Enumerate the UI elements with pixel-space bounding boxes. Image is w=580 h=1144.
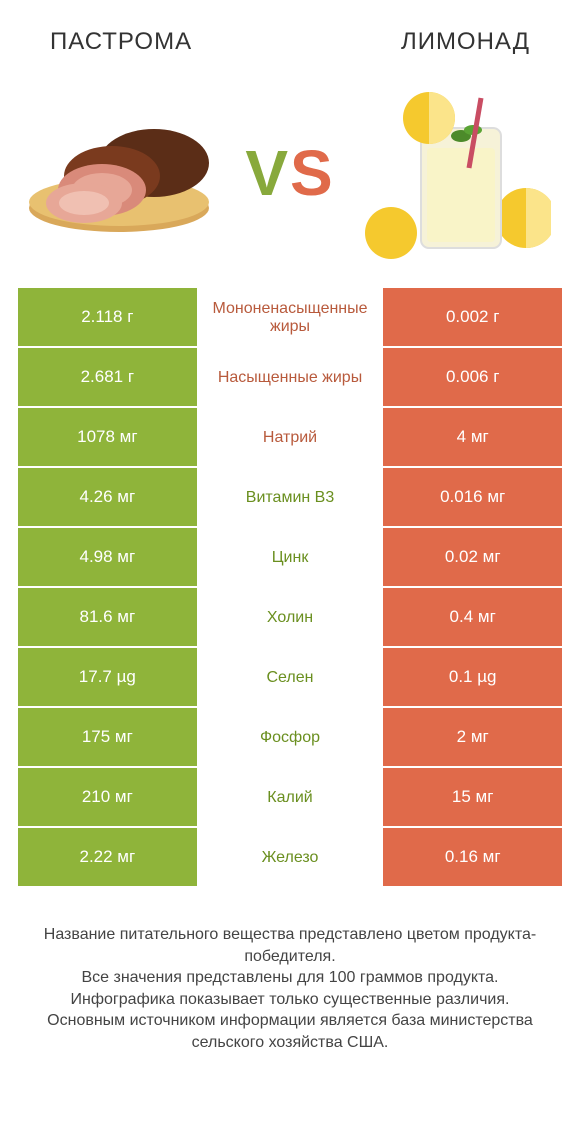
lemonade-icon (361, 78, 551, 268)
left-value-cell: 2.22 мг (18, 828, 197, 888)
left-product-image (24, 78, 224, 268)
right-value-cell: 0.006 г (383, 348, 562, 408)
table-row: 175 мгФосфор2 мг (18, 708, 562, 768)
right-value-cell: 0.1 µg (383, 648, 562, 708)
images-row: VS (0, 68, 580, 288)
right-value-cell: 4 мг (383, 408, 562, 468)
table-row: 4.26 мгВитамин B30.016 мг (18, 468, 562, 528)
table-row: 2.22 мгЖелезо0.16 мг (18, 828, 562, 888)
nutrient-label-cell: Фосфор (197, 708, 384, 768)
right-value-cell: 0.4 мг (383, 588, 562, 648)
header: ПАСТРОМА ЛИМОНАД (0, 0, 580, 68)
left-value-cell: 17.7 µg (18, 648, 197, 708)
right-value-cell: 2 мг (383, 708, 562, 768)
footer-line: Название питательного вещества представл… (28, 924, 552, 967)
nutrient-label-cell: Мононенасыщенные жиры (197, 288, 384, 348)
left-value-cell: 4.98 мг (18, 528, 197, 588)
nutrient-label-cell: Витамин B3 (197, 468, 384, 528)
nutrient-label-cell: Натрий (197, 408, 384, 468)
right-product-title: ЛИМОНАД (401, 28, 530, 56)
footer-notes: Название питательного вещества представл… (0, 888, 580, 1054)
table-row: 2.681 гНасыщенные жиры0.006 г (18, 348, 562, 408)
left-value-cell: 4.26 мг (18, 468, 197, 528)
footer-line: Инфографика показывает только существенн… (28, 989, 552, 1011)
table-row: 2.118 гМононенасыщенные жиры0.002 г (18, 288, 562, 348)
nutrient-label-cell: Холин (197, 588, 384, 648)
right-value-cell: 0.016 мг (383, 468, 562, 528)
right-product-image (356, 78, 556, 268)
right-value-cell: 0.16 мг (383, 828, 562, 888)
vs-s: S (290, 137, 335, 209)
table-row: 81.6 мгХолин0.4 мг (18, 588, 562, 648)
table-row: 4.98 мгЦинк0.02 мг (18, 528, 562, 588)
vs-v: V (245, 137, 290, 209)
pastrami-icon (24, 98, 224, 248)
nutrient-label-cell: Железо (197, 828, 384, 888)
table-row: 17.7 µgСелен0.1 µg (18, 648, 562, 708)
right-value-cell: 0.02 мг (383, 528, 562, 588)
right-value-cell: 0.002 г (383, 288, 562, 348)
table-row: 1078 мгНатрий4 мг (18, 408, 562, 468)
left-product-title: ПАСТРОМА (50, 28, 192, 56)
nutrient-label-cell: Цинк (197, 528, 384, 588)
nutrient-label-cell: Калий (197, 768, 384, 828)
vs-label: VS (245, 136, 334, 210)
nutrition-table: 2.118 гМононенасыщенные жиры0.002 г2.681… (0, 288, 580, 888)
footer-line: Все значения представлены для 100 граммо… (28, 967, 552, 989)
left-value-cell: 210 мг (18, 768, 197, 828)
nutrient-label-cell: Насыщенные жиры (197, 348, 384, 408)
right-value-cell: 15 мг (383, 768, 562, 828)
left-value-cell: 1078 мг (18, 408, 197, 468)
left-value-cell: 81.6 мг (18, 588, 197, 648)
nutrient-label-cell: Селен (197, 648, 384, 708)
table-row: 210 мгКалий15 мг (18, 768, 562, 828)
footer-line: Основным источником информации является … (28, 1010, 552, 1053)
left-value-cell: 2.118 г (18, 288, 197, 348)
left-value-cell: 175 мг (18, 708, 197, 768)
left-value-cell: 2.681 г (18, 348, 197, 408)
